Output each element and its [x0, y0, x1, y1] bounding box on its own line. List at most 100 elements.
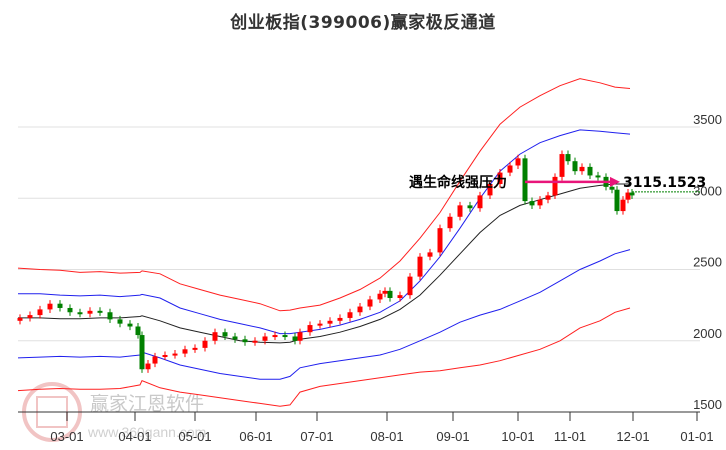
candle — [292, 336, 298, 341]
y-tick-label: 2000 — [693, 326, 722, 341]
y-tick-label: 3500 — [693, 112, 722, 127]
candle — [317, 323, 323, 326]
candlesticks — [17, 150, 635, 373]
candle — [565, 154, 571, 162]
candle — [135, 326, 141, 336]
chart-title: 创业板指(399006)赢家极反通道 — [230, 13, 496, 33]
x-axis: 03-01 04-01 05-01 06-01 07-01 08-01 09-01 10-01… — [18, 411, 714, 444]
outer-upper-line — [17, 78, 631, 312]
candle — [382, 290, 388, 294]
candle — [620, 199, 626, 212]
candle — [552, 176, 558, 196]
candle — [437, 228, 443, 253]
candle — [457, 205, 463, 217]
y-tick-label: 2500 — [693, 255, 722, 270]
candle — [242, 339, 248, 343]
candle — [192, 347, 198, 350]
candle — [97, 310, 103, 313]
candle — [57, 303, 63, 308]
candle — [139, 335, 145, 370]
gridlines — [18, 126, 700, 342]
candle — [614, 189, 620, 212]
x-tick-label: 03-01 — [50, 429, 83, 444]
candle — [212, 332, 218, 341]
candle — [427, 252, 433, 257]
y-tick-label: 1500 — [693, 397, 722, 412]
candle — [117, 319, 123, 324]
candle — [232, 336, 238, 340]
candle — [417, 256, 423, 277]
candle — [487, 184, 493, 196]
candle — [262, 336, 268, 341]
annotation-layer: 遇生命线强压力 3115.1523 — [409, 174, 706, 193]
channel-lines — [17, 78, 631, 407]
candle — [222, 332, 228, 337]
candle — [609, 186, 615, 190]
candle — [477, 195, 483, 209]
candle — [625, 192, 631, 200]
candle — [172, 353, 178, 356]
candle — [152, 356, 158, 364]
x-tick-label: 12-01 — [616, 429, 649, 444]
outer-lower-line — [17, 307, 631, 407]
x-tick-label: 05-01 — [178, 429, 211, 444]
annotation-label: 遇生命线强压力 — [409, 174, 507, 191]
candle — [629, 192, 635, 196]
x-tick-label: 04-01 — [118, 429, 151, 444]
candle — [545, 195, 551, 200]
candle — [367, 299, 373, 307]
candle — [87, 310, 93, 314]
candle — [272, 335, 278, 338]
candle — [537, 199, 543, 206]
candle — [337, 317, 343, 321]
candle — [595, 175, 601, 178]
candle — [17, 317, 23, 321]
candle — [327, 320, 333, 324]
candle — [397, 295, 403, 298]
candle — [497, 172, 503, 184]
inner-lower-line — [17, 249, 631, 380]
candle — [579, 166, 585, 172]
candle — [357, 306, 363, 313]
x-tick-label: 08-01 — [370, 429, 403, 444]
candle — [127, 323, 133, 327]
candle — [377, 293, 383, 300]
candle — [507, 165, 513, 173]
inner-upper-line — [18, 129, 631, 335]
candle — [307, 325, 313, 333]
candle — [522, 158, 528, 202]
candle — [467, 205, 473, 209]
candle — [77, 312, 83, 315]
candle — [572, 161, 578, 172]
candle — [447, 216, 453, 229]
arrow-head-icon — [610, 176, 620, 187]
candle — [162, 355, 168, 357]
candle — [559, 154, 565, 177]
candle — [252, 340, 258, 343]
candle — [27, 315, 33, 318]
candle — [297, 332, 303, 341]
x-tick-label: 09-01 — [436, 429, 469, 444]
candle — [407, 276, 413, 296]
candle — [529, 201, 535, 206]
candle — [282, 335, 288, 338]
candle — [182, 349, 188, 354]
price-label: 3115.1523 — [623, 175, 706, 191]
x-tick-label: 07-01 — [300, 429, 333, 444]
candle — [387, 290, 393, 298]
candle — [107, 312, 113, 320]
candle — [587, 166, 593, 176]
candle — [47, 303, 53, 310]
x-tick-label: 06-01 — [239, 429, 272, 444]
candle — [347, 312, 353, 318]
candle — [202, 340, 208, 348]
candle — [37, 309, 43, 316]
watermark-text: 赢家江恩软件 — [90, 393, 204, 415]
x-tick-label: 11-01 — [554, 429, 586, 444]
candle — [67, 307, 73, 313]
y-tick-label: 3000 — [693, 183, 722, 198]
watermark-url: www.360gann.com — [87, 424, 206, 440]
y-axis: 1500 2000 2500 3000 3500 — [693, 112, 722, 412]
x-tick-label: 10-01 — [501, 429, 534, 444]
